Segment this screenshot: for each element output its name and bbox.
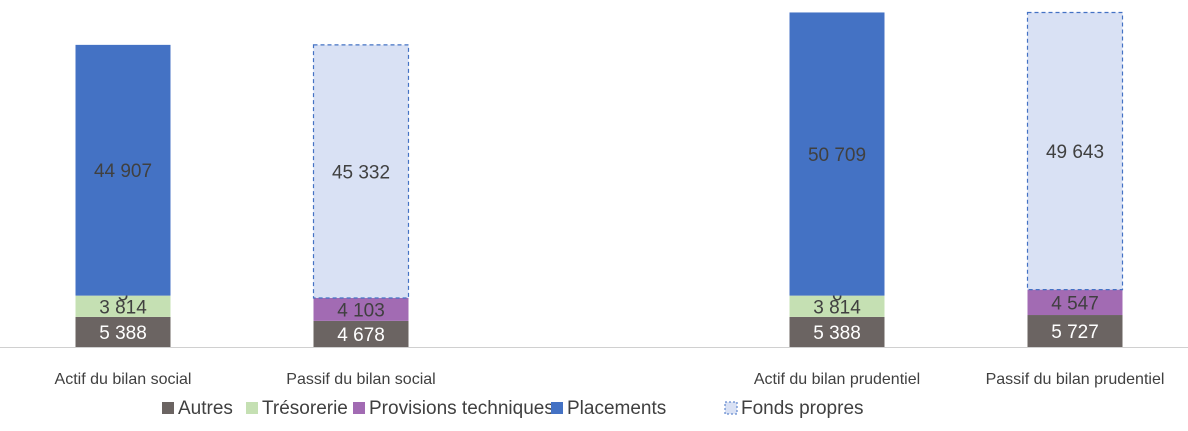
legend-swatch-autres [162,402,174,414]
legend-swatch-tresorerie [246,402,258,414]
legend-label-tresorerie: Trésorerie [262,398,348,419]
category-label-actif-du-bilan-social: Actif du bilan social [55,371,192,388]
data-label-autres-passif-du-bilan-prudentiel: 5 727 [1051,322,1099,343]
data-label-fonds-propres-passif-du-bilan-prudentiel: 49 643 [1046,142,1104,163]
legend-swatch-fonds-propres [725,402,737,414]
legend-swatch-placements [551,402,563,414]
data-label-provisions-techniques-passif-du-bilan-prudentiel: 4 547 [1051,293,1099,314]
legend-label-placements: Placements [567,398,666,419]
data-label-autres-actif-du-bilan-social: 5 388 [99,323,147,344]
legend-label-fonds-propres: Fonds propres [741,398,864,419]
legend-label-autres: Autres [178,398,233,419]
legend-swatch-provisions-techniques [353,402,365,414]
legend-label-provisions-techniques: Provisions techniques [369,398,554,419]
data-label-fonds-propres-passif-du-bilan-social: 45 332 [332,162,390,183]
data-label-placements-actif-du-bilan-social: 44 907 [94,161,152,182]
data-label-autres-actif-du-bilan-prudentiel: 5 388 [813,323,861,344]
category-label-passif-du-bilan-social: Passif du bilan social [286,371,435,388]
data-label-provisions-techniques-passif-du-bilan-social: 4 103 [337,300,385,321]
data-label-placements-actif-du-bilan-prudentiel: 50 709 [808,145,866,166]
data-label-autres-passif-du-bilan-social: 4 678 [337,325,385,346]
category-label-passif-du-bilan-prudentiel: Passif du bilan prudentiel [986,371,1165,388]
category-label-actif-du-bilan-prudentiel: Actif du bilan prudentiel [754,371,920,388]
